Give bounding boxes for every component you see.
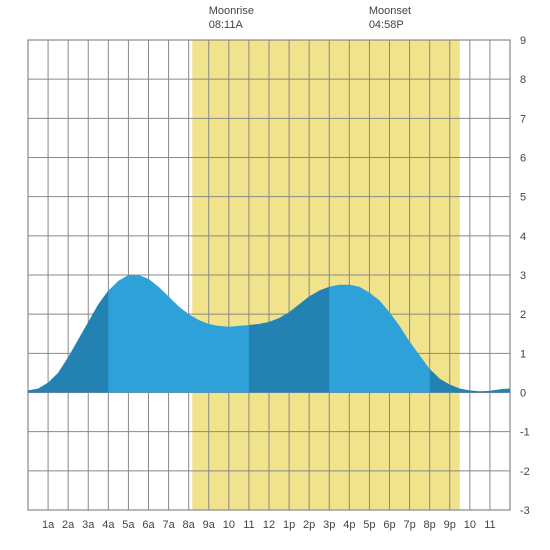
x-tick-label: 9a <box>203 519 216 531</box>
y-tick-label: -3 <box>520 505 530 517</box>
x-tick-label: 3a <box>82 519 95 531</box>
y-tick-label: 8 <box>520 74 526 86</box>
x-tick-label: 4p <box>343 519 355 531</box>
y-tick-label: 3 <box>520 270 526 282</box>
chart-svg: 1a2a3a4a5a6a7a8a9a1011121p2p3p4p5p6p7p8p… <box>0 0 550 550</box>
x-tick-label: 2p <box>303 519 315 531</box>
x-tick-label: 2a <box>62 519 75 531</box>
y-tick-label: 5 <box>520 192 526 204</box>
x-tick-label: 10 <box>223 519 235 531</box>
event-time: 08:11A <box>209 19 244 31</box>
y-tick-label: 4 <box>520 231 526 243</box>
y-tick-label: 1 <box>520 348 526 360</box>
x-tick-label: 12 <box>263 519 275 531</box>
x-tick-label: 4a <box>102 519 115 531</box>
x-tick-label: 1p <box>283 519 295 531</box>
y-tick-label: 2 <box>520 309 526 321</box>
x-tick-label: 7a <box>162 519 175 531</box>
x-tick-label: 8p <box>424 519 436 531</box>
x-tick-label: 3p <box>323 519 335 531</box>
x-tick-label: 5a <box>122 519 135 531</box>
x-tick-label: 5p <box>363 519 375 531</box>
x-tick-label: 11 <box>484 519 495 531</box>
y-tick-label: -2 <box>520 466 530 478</box>
y-tick-label: -1 <box>520 427 530 439</box>
x-tick-label: 6a <box>142 519 155 531</box>
x-axis-labels: 1a 2a 3a 4a 5a 6a 7a 8a 9a 10 11 12 1p 2p 3p 4p 5p 6p 7p 8p… <box>42 519 496 531</box>
y-tick-label: 9 <box>520 35 526 47</box>
event-name: Moonset <box>369 5 411 17</box>
x-tick-label: 9p <box>444 519 456 531</box>
y-tick-label: 6 <box>520 153 526 165</box>
event-time: 04:58P <box>369 19 404 31</box>
x-tick-label: 8a <box>183 519 196 531</box>
x-tick-label: 1a <box>42 519 55 531</box>
event-name: Moonrise <box>209 5 254 17</box>
y-tick-label: 0 <box>520 388 526 400</box>
x-tick-label: 11 <box>243 519 254 531</box>
y-tick-label: 7 <box>520 113 526 125</box>
x-tick-label: 7p <box>403 519 415 531</box>
tide-chart: 1a2a3a4a5a6a7a8a9a1011121p2p3p4p5p6p7p8p… <box>0 0 550 550</box>
x-tick-label: 6p <box>383 519 395 531</box>
x-tick-label: 10 <box>464 519 476 531</box>
